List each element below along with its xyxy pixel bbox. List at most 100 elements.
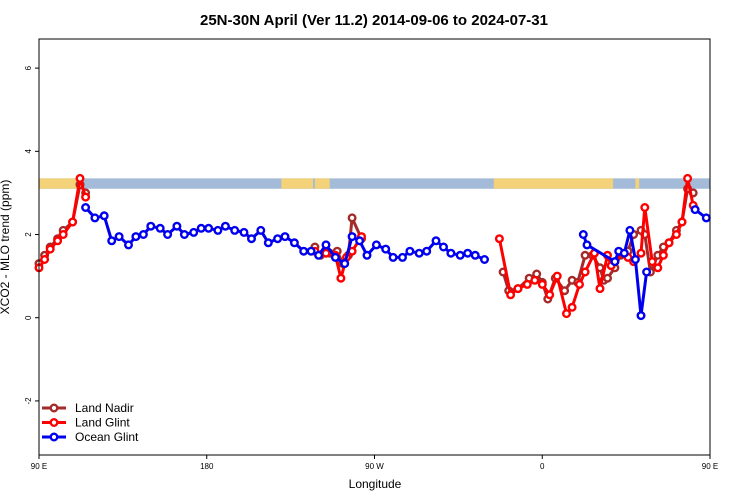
data-point — [163, 229, 173, 239]
data-point — [690, 205, 700, 215]
data-point — [701, 213, 711, 223]
legend-item: Ocean Glint — [42, 430, 139, 444]
data-point — [463, 248, 473, 258]
data-point — [220, 221, 230, 231]
legend-label: Ocean Glint — [75, 430, 139, 444]
data-point — [40, 255, 50, 265]
legend-label: Land Glint — [75, 416, 130, 430]
data-point — [494, 234, 504, 244]
data-point — [439, 242, 449, 252]
data-point — [603, 273, 613, 283]
series-layer — [34, 173, 711, 321]
data-point — [580, 250, 590, 260]
ocean-band — [39, 178, 710, 189]
data-point — [636, 248, 646, 258]
data-point — [422, 246, 432, 256]
data-point — [545, 290, 555, 300]
data-point — [470, 250, 480, 260]
y-tick-label: 2 — [24, 232, 33, 237]
chart-title: 25N-30N April (Ver 11.2) 2014-09-06 to 2… — [200, 12, 548, 29]
data-point — [90, 213, 100, 223]
data-point — [314, 250, 324, 260]
data-point — [189, 227, 199, 237]
y-axis: -2 0 2 4 6 — [24, 65, 39, 404]
data-point — [230, 225, 240, 235]
data-point — [642, 267, 652, 277]
data-point — [405, 246, 415, 256]
data-point — [619, 248, 629, 258]
data-point — [81, 202, 91, 212]
data-point — [306, 246, 316, 256]
data-point — [246, 234, 256, 244]
data-point — [68, 217, 78, 227]
data-point — [280, 232, 290, 242]
series-land-glint — [34, 173, 698, 319]
x-axis: 90 E 180 90 W 0 90 E — [31, 455, 718, 471]
data-point — [75, 173, 85, 183]
data-point — [562, 309, 572, 319]
land-band — [39, 178, 81, 189]
data-point — [381, 244, 391, 254]
data-point — [131, 232, 141, 242]
data-point — [431, 236, 441, 246]
legend-item: Land Glint — [42, 416, 130, 430]
y-tick-label: -2 — [24, 397, 33, 405]
series-ocean-glint — [81, 202, 711, 321]
data-point — [530, 275, 540, 285]
data-point — [263, 238, 273, 248]
legend-item: Land Nadir — [42, 401, 134, 415]
land-ocean-strip — [39, 178, 710, 189]
data-point — [513, 284, 523, 294]
data-point — [330, 252, 340, 262]
data-point — [123, 240, 133, 250]
series-line — [37, 176, 88, 269]
land-band — [635, 178, 640, 189]
y-tick-label: 0 — [24, 315, 33, 320]
data-point — [321, 248, 331, 258]
data-point — [610, 257, 620, 267]
data-point — [636, 311, 646, 321]
legend-marker — [49, 403, 59, 413]
legend-marker — [49, 432, 59, 442]
data-point — [213, 225, 223, 235]
data-point — [414, 248, 424, 258]
data-point — [371, 240, 381, 250]
data-point — [196, 223, 206, 233]
data-point — [321, 240, 331, 250]
data-point — [114, 232, 124, 242]
data-point — [239, 227, 249, 237]
data-point — [336, 273, 346, 283]
data-point — [45, 244, 55, 254]
data-point — [138, 229, 148, 239]
data-point — [647, 257, 657, 267]
data-point — [677, 217, 687, 227]
y-tick-label: 6 — [24, 65, 33, 70]
x-tick-label: 90 E — [702, 462, 718, 471]
data-point — [204, 223, 214, 233]
data-point — [653, 263, 663, 273]
series-land-nadir — [34, 180, 698, 304]
data-point — [537, 279, 547, 289]
data-point — [683, 173, 693, 183]
data-point — [398, 252, 408, 262]
data-point — [299, 246, 309, 256]
data-point — [455, 250, 465, 260]
land-band — [493, 178, 614, 189]
legend-marker — [49, 418, 59, 428]
data-point — [289, 238, 299, 248]
data-point — [273, 234, 283, 244]
data-point — [630, 255, 640, 265]
series-line — [581, 228, 649, 318]
data-point — [446, 248, 456, 258]
data-point — [340, 259, 350, 269]
data-point — [107, 236, 117, 246]
x-tick-label: 90 E — [31, 462, 47, 471]
x-tick-label: 180 — [200, 462, 214, 471]
legend-label: Land Nadir — [75, 401, 134, 415]
data-point — [179, 229, 189, 239]
data-point — [671, 229, 681, 239]
data-point — [552, 271, 562, 281]
data-point — [658, 250, 668, 260]
